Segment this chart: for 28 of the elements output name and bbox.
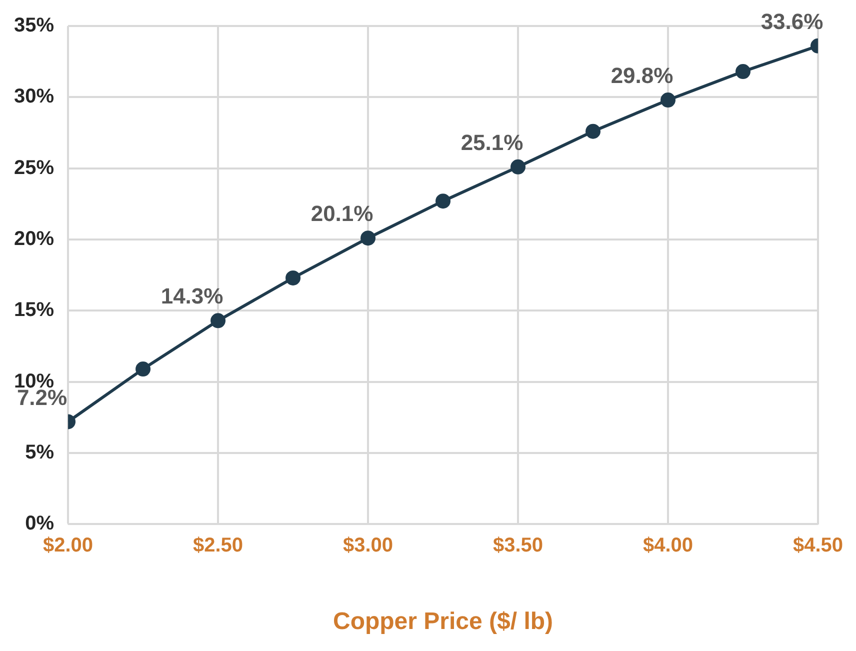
point bbox=[660, 92, 676, 108]
data-label: 33.6% bbox=[760, 8, 824, 34]
x-axis-title: Copper Price ($/ lb) bbox=[332, 608, 554, 636]
point bbox=[286, 270, 301, 286]
data-label: 14.3% bbox=[160, 284, 224, 309]
x-tick-label: $4.00 bbox=[642, 534, 694, 557]
x-tick-label: $3.50 bbox=[492, 534, 544, 557]
data-label: 25.1% bbox=[460, 130, 524, 155]
y-tick-label: 30% bbox=[14, 86, 54, 108]
point bbox=[136, 362, 151, 377]
data-label: 29.8% bbox=[610, 63, 674, 88]
y-tick-label: 5% bbox=[25, 442, 54, 464]
point bbox=[510, 159, 526, 174]
x-tick-label: $2.00 bbox=[43, 534, 94, 557]
y-tick-label: 15% bbox=[14, 299, 54, 322]
point bbox=[436, 194, 451, 209]
y-tick-label: 25% bbox=[14, 156, 54, 179]
point bbox=[736, 64, 751, 80]
point bbox=[586, 124, 601, 139]
y-tick-label: 20% bbox=[14, 228, 54, 250]
x-tick-label: $3.00 bbox=[342, 534, 394, 557]
point bbox=[360, 230, 376, 246]
x-tick-label: $2.50 bbox=[192, 534, 244, 557]
point bbox=[210, 313, 226, 328]
y-tick-label: 35% bbox=[14, 14, 54, 37]
x-tick-label: $4.50 bbox=[792, 534, 844, 557]
data-label: 20.1% bbox=[310, 201, 374, 226]
y-tick-label: 0% bbox=[25, 512, 54, 535]
